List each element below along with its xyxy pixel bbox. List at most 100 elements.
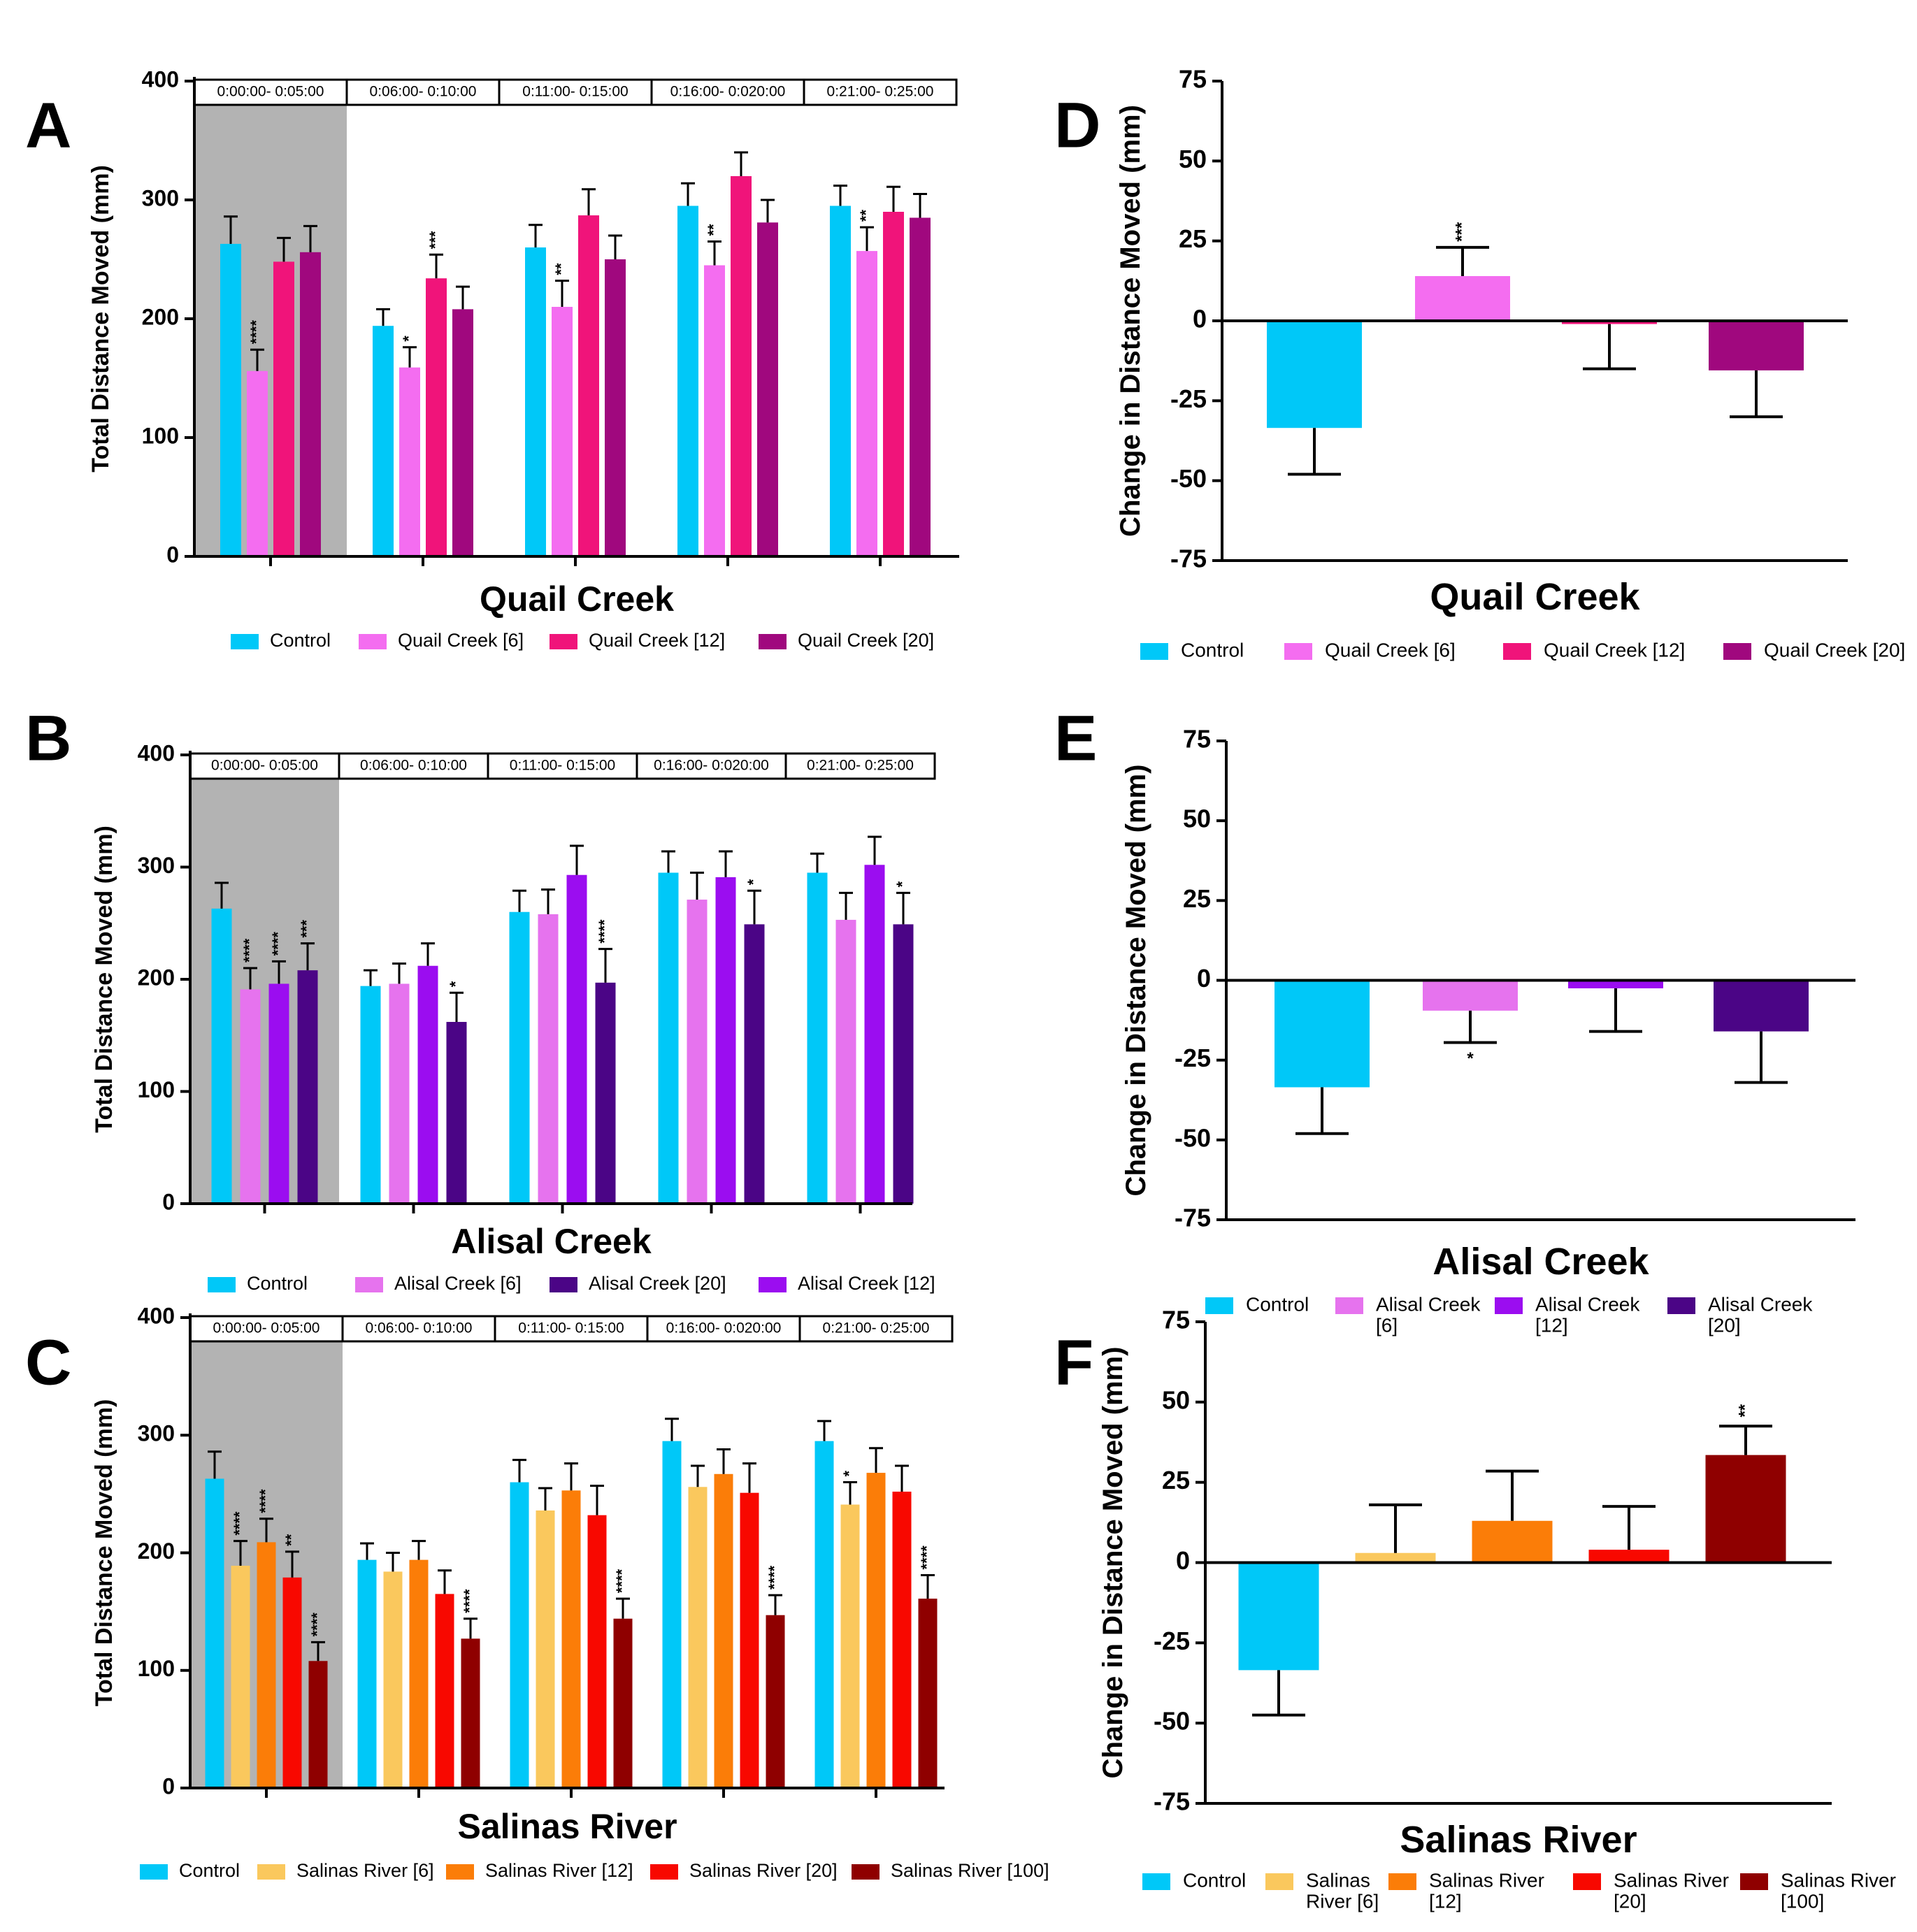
bar [1267,321,1362,428]
interval-header-label: 0:00:00- 0:05:00 [217,84,324,100]
y-tick-label: 400 [138,740,175,765]
bar [373,326,394,556]
y-tick-label: 0 [1193,305,1207,333]
bar [211,908,232,1204]
legend-label: Salinas River [6] [296,1860,434,1881]
bar [1709,321,1804,370]
legend-swatch [650,1864,678,1880]
significance-marker: * [400,336,417,342]
interval-header-box [798,1315,954,1343]
significance-marker: **** [247,320,265,345]
y-tick-label: 50 [1179,145,1207,173]
panel-f: F ** 75 50 25 0 -25 -50 -75 Change in Distance Mo… [1054,1306,1896,1912]
legend-label: Salinas River [1429,1869,1544,1891]
legend-label: Control [1181,639,1244,661]
legend-swatch [1284,643,1312,660]
interval-header-box [189,752,340,780]
bar [578,215,599,556]
interval-header-box [636,752,787,780]
interval-header-label: 0:16:00- 0:020:00 [670,84,786,100]
legend-label: [6] [1376,1314,1398,1336]
y-tick-label: 400 [138,1303,175,1328]
bar [830,206,851,556]
legend-label: Salinas [1306,1869,1370,1891]
y-tick-label: -25 [1170,384,1207,413]
bar [452,309,473,556]
legend-label: Alisal Creek [1535,1293,1640,1315]
interval-header-label: 0:00:00- 0:05:00 [213,1320,320,1336]
bar [883,212,904,556]
significance-marker: ** [1735,1404,1754,1417]
y-axis-title: Total Distance Moved (mm) [87,165,114,473]
legend-swatch [1723,643,1751,660]
panel-label: F [1054,1327,1093,1399]
legend-swatch [852,1864,879,1880]
bar [1714,980,1809,1032]
significance-marker: ** [857,210,875,222]
y-tick-label: 200 [138,1538,175,1564]
legend-label: River [6] [1306,1890,1379,1912]
bar [300,252,321,556]
bar [1355,1552,1436,1563]
bar [383,1571,403,1788]
bar [435,1594,454,1788]
legend-label: Salinas River [20] [689,1860,838,1881]
y-tick-label: 100 [138,1656,175,1681]
bar [757,222,778,556]
panel-label: B [25,703,71,774]
bar [552,307,573,556]
interval-header-box [784,752,936,780]
legend-swatch [257,1864,285,1880]
interval-header-label: 0:00:00- 0:05:00 [211,758,318,774]
bar [240,989,261,1204]
legend-swatch [1140,643,1168,660]
legend-swatch [1335,1297,1363,1314]
interval-header-label: 0:16:00- 0:020:00 [666,1320,782,1336]
bar [205,1478,224,1788]
y-tick-label: 100 [138,1077,175,1102]
bar [715,877,736,1204]
panel-a: A 0:00:00- 0:05:00 0:06:00- 0:10:00 0:11:00… [25,66,959,651]
y-axis-title: Change in Distance Moved (mm) [1098,1347,1128,1779]
bar [714,1473,733,1788]
x-axis-title: Alisal Creek [451,1222,651,1261]
legend-label: Salinas River [100] [891,1860,1049,1881]
x-axis-title: Alisal Creek [1433,1241,1649,1283]
shaded-interval [194,81,347,556]
bar [595,982,616,1204]
bar [835,919,856,1204]
y-tick-label: 300 [138,853,175,878]
legend-label: [100] [1781,1890,1824,1912]
bar [840,1504,860,1788]
bar [525,247,546,556]
legend-label: Quail Creek [12] [589,630,725,651]
legend-swatch [759,634,787,649]
legend-swatch [1142,1873,1170,1890]
y-tick-label: -50 [1175,1123,1211,1152]
legend-label: Alisal Creek [1708,1293,1813,1315]
interval-header-box [803,78,958,106]
y-tick-label: -50 [1170,464,1207,493]
y-tick-label: -75 [1154,1787,1190,1816]
significance-marker: **** [596,919,613,944]
bar [566,874,587,1204]
legend-swatch [1503,643,1531,660]
bar [613,1618,633,1788]
interval-header-label: 0:06:00- 0:10:00 [366,1320,473,1336]
legend-label: Quail Creek [20] [1764,639,1905,661]
significance-marker: * [1467,1049,1474,1068]
interval-header-box [345,78,501,106]
interval-header-label: 0:06:00- 0:10:00 [370,84,477,100]
significance-marker: * [893,881,911,887]
significance-marker: ** [705,224,722,236]
legend-swatch [1388,1873,1416,1890]
legend-label: Quail Creek [6] [398,630,524,651]
significance-marker: **** [240,938,258,963]
significance-marker: **** [461,1589,478,1613]
y-tick-label: 0 [162,1189,175,1214]
interval-header-box [341,1315,496,1343]
bar [744,924,765,1204]
legend-label: Control [1246,1293,1309,1315]
bar [893,924,914,1204]
bar [417,965,438,1204]
